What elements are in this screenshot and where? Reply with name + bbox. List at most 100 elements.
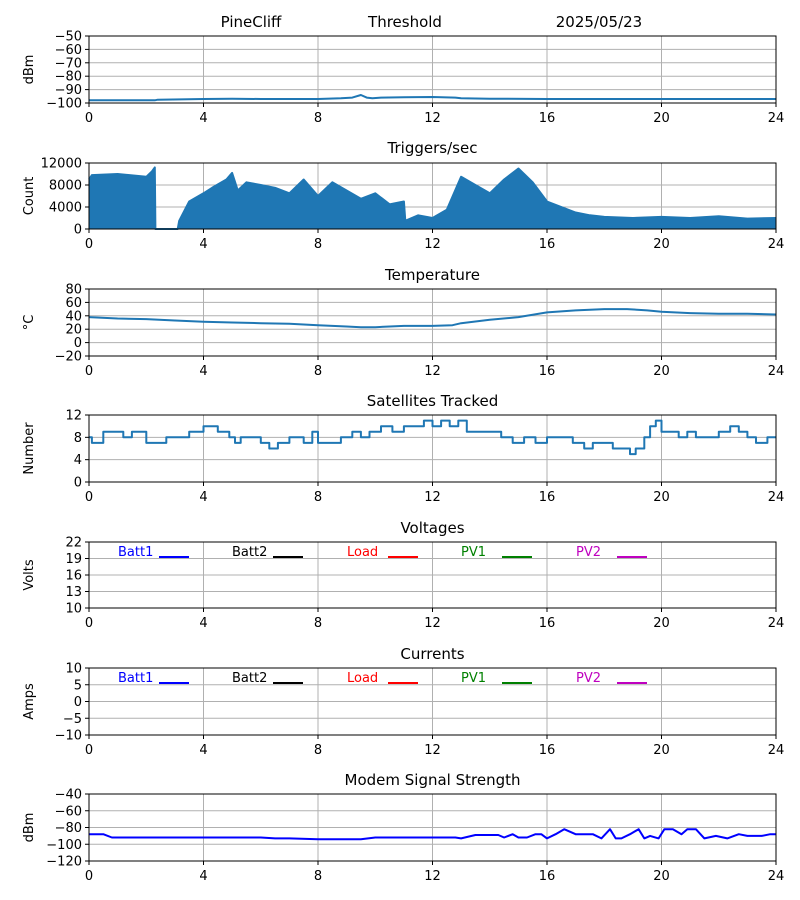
y-tick-label: 4 <box>74 453 82 468</box>
series-area <box>89 167 776 229</box>
x-tick-label: 4 <box>199 869 207 884</box>
y-axis-label: °C <box>22 315 37 331</box>
chart-title: Currents <box>400 645 464 663</box>
y-tick-label: −40 <box>55 788 82 803</box>
y-tick-label: 10 <box>65 662 82 677</box>
y-tick-label: 22 <box>65 536 82 551</box>
y-tick-label: −90 <box>55 83 82 98</box>
x-tick-label: 16 <box>539 111 556 126</box>
x-tick-label: 8 <box>314 869 322 884</box>
x-tick-label: 12 <box>424 111 441 126</box>
y-tick-label: 12 <box>65 409 82 424</box>
legend-label: PV2 <box>576 671 601 686</box>
x-tick-label: 0 <box>85 743 93 758</box>
y-tick-label: −100 <box>46 838 82 853</box>
chart-title: Temperature <box>384 266 480 284</box>
x-tick-label: 24 <box>768 364 785 379</box>
x-tick-label: 4 <box>199 743 207 758</box>
series-line <box>88 308 777 329</box>
x-tick-label: 20 <box>653 237 670 252</box>
chart-modem: Modem Signal Strength 0 4 8 12 16 20 24 −120 −100… <box>22 771 784 884</box>
x-tick-label: 0 <box>85 111 93 126</box>
y-tick-label: 8 <box>74 431 82 446</box>
x-tick-label: 24 <box>768 616 785 631</box>
x-tick-label: 20 <box>653 111 670 126</box>
x-tick-label: 12 <box>424 364 441 379</box>
chart-title: Triggers/sec <box>387 139 478 157</box>
y-axis-label: dBm <box>22 813 37 843</box>
y-tick-label: −120 <box>46 855 82 870</box>
y-tick-label: 0 <box>74 336 82 351</box>
x-tick-label: 8 <box>314 364 322 379</box>
y-tick-label: −80 <box>55 821 82 836</box>
x-tick-label: 20 <box>653 869 670 884</box>
y-tick-label: 0 <box>74 223 82 238</box>
x-tick-label: 24 <box>768 743 785 758</box>
x-tick-label: 24 <box>768 111 785 126</box>
chart-satellites: Satellites Tracked 0 4 8 12 16 20 24 0 4 8 12 Number <box>22 392 784 505</box>
legend-label: Batt2 <box>232 671 267 686</box>
x-tick-label: 16 <box>539 237 556 252</box>
x-tick-label: 8 <box>314 743 322 758</box>
chart-panels: 0 4 8 12 16 20 24−100−90−80−70−60−50dBmTrigger… <box>22 30 784 885</box>
legend-label: Batt1 <box>118 671 153 686</box>
legend-label: Load <box>347 671 378 686</box>
chart-threshold: 0 4 8 12 16 20 24 −100−90−80−70−60−50 dBm <box>22 30 784 127</box>
x-tick-label: 12 <box>424 869 441 884</box>
chart-title: Voltages <box>400 519 464 537</box>
y-tick-label: 60 <box>65 296 82 311</box>
y-tick-label: 16 <box>65 569 82 584</box>
legend-label: Batt1 <box>118 545 153 560</box>
y-tick-label: 5 <box>74 678 82 693</box>
x-tick-label: 16 <box>539 490 556 505</box>
y-axis-label: Count <box>22 177 37 216</box>
y-tick-label: 10 <box>65 602 82 617</box>
y-tick-label: −70 <box>55 56 82 71</box>
x-tick-label: 20 <box>653 490 670 505</box>
legend-label: Batt2 <box>232 545 267 560</box>
series-line <box>89 828 776 841</box>
legend-label: PV2 <box>576 545 601 560</box>
y-tick-label: −10 <box>55 729 82 744</box>
chart-title: Satellites Tracked <box>367 392 498 410</box>
header-site: PineCliff <box>221 13 282 31</box>
y-axis-label: dBm <box>22 55 37 85</box>
y-tick-label: 4000 <box>49 201 82 216</box>
chart-title: Modem Signal Strength <box>345 771 521 789</box>
y-tick-label: 20 <box>65 323 82 338</box>
x-tick-label: 20 <box>653 364 670 379</box>
x-tick-label: 12 <box>424 237 441 252</box>
x-tick-label: 20 <box>653 616 670 631</box>
x-tick-label: 0 <box>85 237 93 252</box>
y-tick-label: −50 <box>55 30 82 45</box>
x-tick-label: 4 <box>199 237 207 252</box>
x-tick-label: 4 <box>199 364 207 379</box>
legend-label: PV1 <box>461 671 486 686</box>
chart-voltages: Voltages Batt1 Batt2 Load PV1 PV2 0 4 8 12 16 20 24 1… <box>22 519 784 631</box>
x-tick-label: 0 <box>85 490 93 505</box>
series-line <box>88 166 777 230</box>
y-tick-label: 80 <box>65 283 82 298</box>
x-tick-label: 8 <box>314 111 322 126</box>
series-line <box>89 419 776 456</box>
x-tick-label: 8 <box>314 237 322 252</box>
y-tick-label: 12000 <box>41 157 82 172</box>
x-tick-label: 20 <box>653 743 670 758</box>
x-tick-label: 4 <box>199 111 207 126</box>
y-tick-label: −20 <box>55 350 82 365</box>
x-tick-label: 12 <box>424 743 441 758</box>
chart-triggers: Triggers/sec 0 4 8 12 16 20 24 0 4000 8000 12000 Cou… <box>22 139 784 252</box>
header-date: 2025/05/23 <box>556 13 642 31</box>
y-tick-label: 40 <box>65 309 82 324</box>
series-line <box>89 94 776 102</box>
x-tick-label: 16 <box>539 364 556 379</box>
y-tick-label: 0 <box>74 476 82 491</box>
x-tick-label: 12 <box>424 616 441 631</box>
y-axis-label: Amps <box>22 683 37 720</box>
x-tick-label: 16 <box>539 616 556 631</box>
x-tick-label: 0 <box>85 364 93 379</box>
y-tick-label: −5 <box>63 712 82 727</box>
x-tick-label: 16 <box>539 743 556 758</box>
